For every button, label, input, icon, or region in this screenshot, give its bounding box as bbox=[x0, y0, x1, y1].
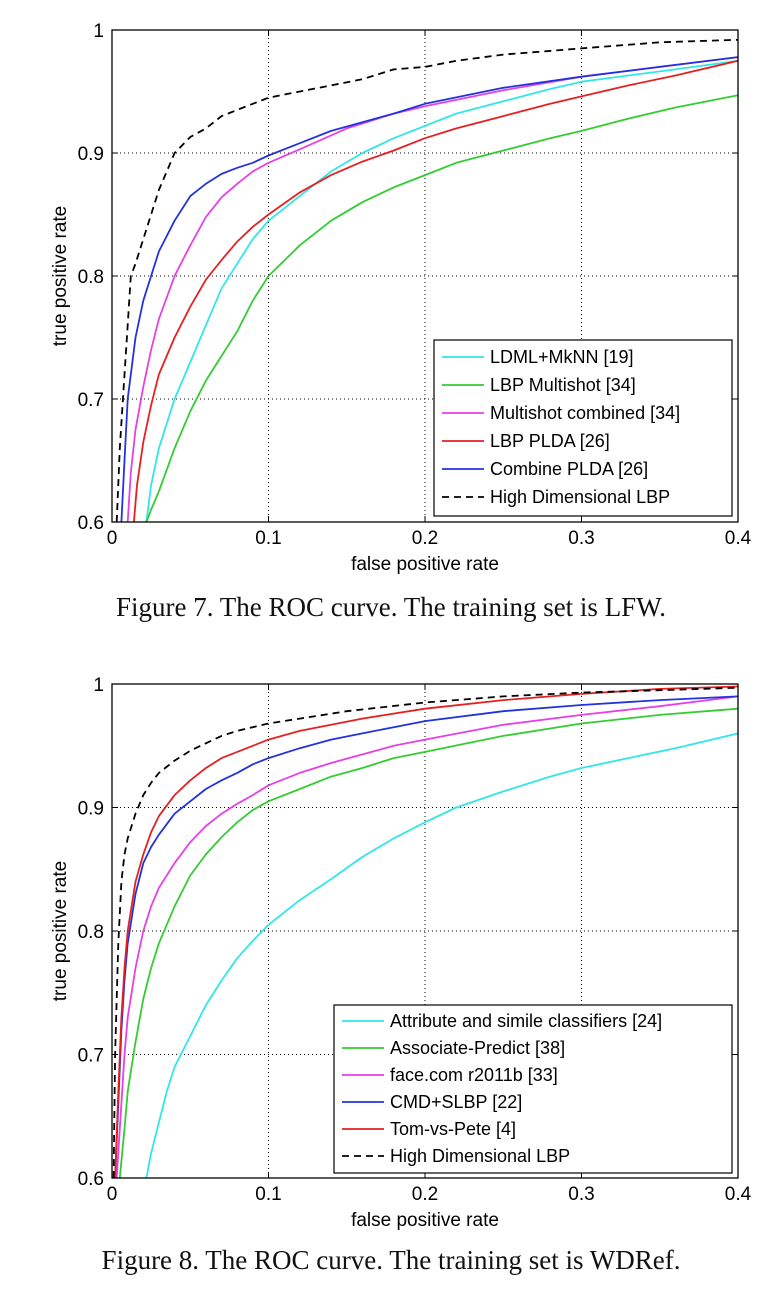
legend-label: Associate-Predict [38] bbox=[390, 1038, 565, 1058]
y-tick-label: 0.9 bbox=[78, 799, 104, 820]
series-line-4 bbox=[120, 56, 738, 522]
x-tick-label: 0.4 bbox=[725, 528, 752, 549]
legend-label: Attribute and simile classifiers [24] bbox=[390, 1011, 662, 1031]
series-line-2 bbox=[126, 56, 738, 522]
series-line-3 bbox=[114, 695, 738, 1178]
x-tick-label: 0.1 bbox=[255, 1184, 281, 1205]
series-line-1 bbox=[145, 94, 738, 522]
series-line-0 bbox=[145, 732, 738, 1178]
y-tick-label: 0.8 bbox=[78, 267, 104, 288]
series-line-4 bbox=[114, 685, 738, 1178]
legend-label: High Dimensional LBP bbox=[490, 487, 670, 507]
series-line-2 bbox=[115, 695, 738, 1178]
legend: Attribute and simile classifiers [24] Ass… bbox=[333, 1004, 733, 1174]
plot-frame bbox=[111, 683, 739, 1179]
x-tick-label: 0.3 bbox=[568, 528, 594, 549]
figure-7: 0 0.1 0.2 0.3 0.4 0.6 0.7 0.8 0.9 1 false positive… bbox=[50, 21, 752, 622]
y-tick-label: 0.7 bbox=[78, 390, 104, 411]
legend-box bbox=[333, 1004, 733, 1174]
series-line-5 bbox=[115, 38, 738, 522]
plot-frame bbox=[111, 29, 739, 523]
y-tick-label: 1 bbox=[93, 21, 104, 42]
roc-chart-lfw: 0 0.1 0.2 0.3 0.4 0.6 0.7 0.8 0.9 1 false positive… bbox=[50, 21, 752, 575]
roc-chart-wdref: 0 0.1 0.2 0.3 0.4 0.6 0.7 0.8 0.9 1 false positive… bbox=[50, 675, 752, 1231]
series-line-3 bbox=[133, 59, 738, 522]
legend-box bbox=[433, 339, 733, 517]
legend-label: LBP PLDA [26] bbox=[490, 431, 610, 451]
series-line-1 bbox=[118, 707, 738, 1178]
x-tick-label: 0 bbox=[107, 528, 118, 549]
x-tick-label: 0.2 bbox=[412, 528, 438, 549]
figure-caption: Figure 8. The ROC curve. The training se… bbox=[101, 1245, 681, 1275]
legend-label: face.com r2011b [33] bbox=[390, 1065, 558, 1085]
y-axis-label: true positive rate bbox=[50, 206, 71, 346]
legend-label: LDML+MkNN [19] bbox=[490, 347, 634, 367]
series-line-5 bbox=[112, 686, 738, 1178]
x-axis-label: false positive rate bbox=[351, 1210, 499, 1231]
x-tick-label: 0.3 bbox=[568, 1184, 594, 1205]
x-tick-label: 0.2 bbox=[412, 1184, 438, 1205]
y-tick-label: 1 bbox=[93, 675, 104, 696]
legend-label: High Dimensional LBP bbox=[390, 1146, 570, 1166]
legend: LDML+MkNN [19] LBP Multishot [34] Multisho… bbox=[433, 339, 733, 517]
figure-8: 0 0.1 0.2 0.3 0.4 0.6 0.7 0.8 0.9 1 false positive… bbox=[0, 650, 782, 1298]
y-tick-label: 0.8 bbox=[78, 922, 104, 943]
y-axis-label: true positive rate bbox=[50, 861, 71, 1001]
legend-label: Multishot combined [34] bbox=[490, 403, 680, 423]
legend-label: Tom-vs-Pete [4] bbox=[390, 1119, 516, 1139]
x-axis-label: false positive rate bbox=[351, 554, 499, 575]
y-tick-label: 0.6 bbox=[78, 513, 104, 534]
figure-caption: Figure 7. The ROC curve. The training se… bbox=[116, 592, 666, 622]
legend-label: Combine PLDA [26] bbox=[490, 459, 648, 479]
legend-label: CMD+SLBP [22] bbox=[390, 1092, 522, 1112]
x-tick-label: 0.1 bbox=[255, 528, 281, 549]
x-tick-label: 0 bbox=[107, 1184, 118, 1205]
y-tick-label: 0.6 bbox=[78, 1169, 104, 1190]
x-tick-label: 0.4 bbox=[725, 1184, 752, 1205]
y-tick-label: 0.9 bbox=[78, 144, 104, 165]
y-tick-label: 0.7 bbox=[78, 1046, 104, 1067]
legend-label: LBP Multishot [34] bbox=[490, 375, 636, 395]
